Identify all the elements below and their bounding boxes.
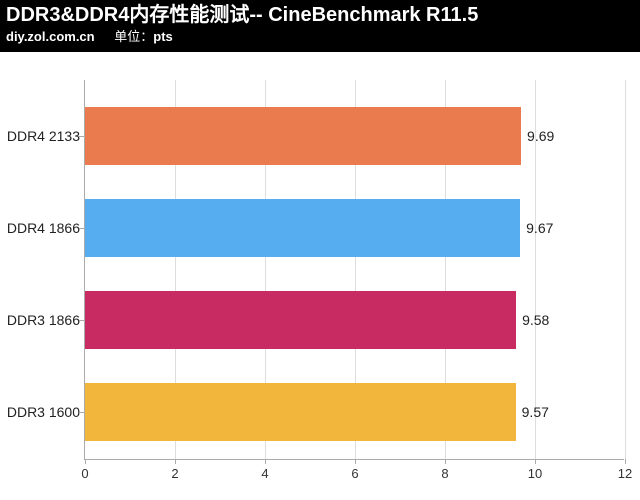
y-tick-mark bbox=[79, 228, 84, 229]
category-label: DDR3 1866 bbox=[0, 312, 80, 328]
x-tick-mark bbox=[355, 459, 356, 464]
x-tick-mark bbox=[265, 459, 266, 464]
bar-group: 9.69 bbox=[85, 107, 624, 165]
chart-subline: diy.zol.com.cn 单位：pts bbox=[6, 28, 634, 46]
x-tick-mark bbox=[175, 459, 176, 464]
x-tick-label: 12 bbox=[618, 466, 632, 481]
chart-title: DDR3&DDR4内存性能测试-- CineBenchmark R11.5 bbox=[6, 2, 634, 28]
bar bbox=[85, 291, 516, 349]
bar-value-label: 9.67 bbox=[526, 220, 553, 236]
x-tick-label: 2 bbox=[171, 466, 178, 481]
bar-group: 9.57 bbox=[85, 383, 624, 441]
x-tick-label: 6 bbox=[351, 466, 358, 481]
bar bbox=[85, 107, 521, 165]
unit-value: pts bbox=[153, 29, 173, 44]
x-tick-label: 10 bbox=[528, 466, 542, 481]
category-label: DDR4 2133 bbox=[0, 128, 80, 144]
y-tick-mark bbox=[79, 412, 84, 413]
gridline bbox=[625, 80, 626, 459]
bar-group: 9.58 bbox=[85, 291, 624, 349]
unit-label: 单位： bbox=[114, 29, 153, 44]
bar-value-label: 9.57 bbox=[522, 404, 549, 420]
category-label: DDR4 1866 bbox=[0, 220, 80, 236]
x-tick-label: 8 bbox=[441, 466, 448, 481]
plot-area: 0246810129.699.679.589.57 bbox=[84, 80, 624, 460]
y-tick-mark bbox=[79, 136, 84, 137]
x-tick-mark bbox=[535, 459, 536, 464]
x-tick-mark bbox=[85, 459, 86, 464]
bar bbox=[85, 199, 520, 257]
chart-area: 0 2 4 6 8 10 12 9.69 9.67 9.58 9.57 DDR4 2133 DDR4 … bbox=[0, 52, 640, 500]
chart-header: DDR3&DDR4内存性能测试-- CineBenchmark R11.5 di… bbox=[0, 0, 640, 52]
site-label: diy.zol.com.cn bbox=[6, 29, 95, 44]
bar-group: 9.67 bbox=[85, 199, 624, 257]
x-tick-label: 4 bbox=[261, 466, 268, 481]
x-tick-mark bbox=[445, 459, 446, 464]
x-tick-mark bbox=[625, 459, 626, 464]
bar-value-label: 9.58 bbox=[522, 312, 549, 328]
x-tick-label: 0 bbox=[81, 466, 88, 481]
category-label: DDR3 1600 bbox=[0, 404, 80, 420]
bar-value-label: 9.69 bbox=[527, 128, 554, 144]
y-tick-mark bbox=[79, 320, 84, 321]
bar bbox=[85, 383, 516, 441]
